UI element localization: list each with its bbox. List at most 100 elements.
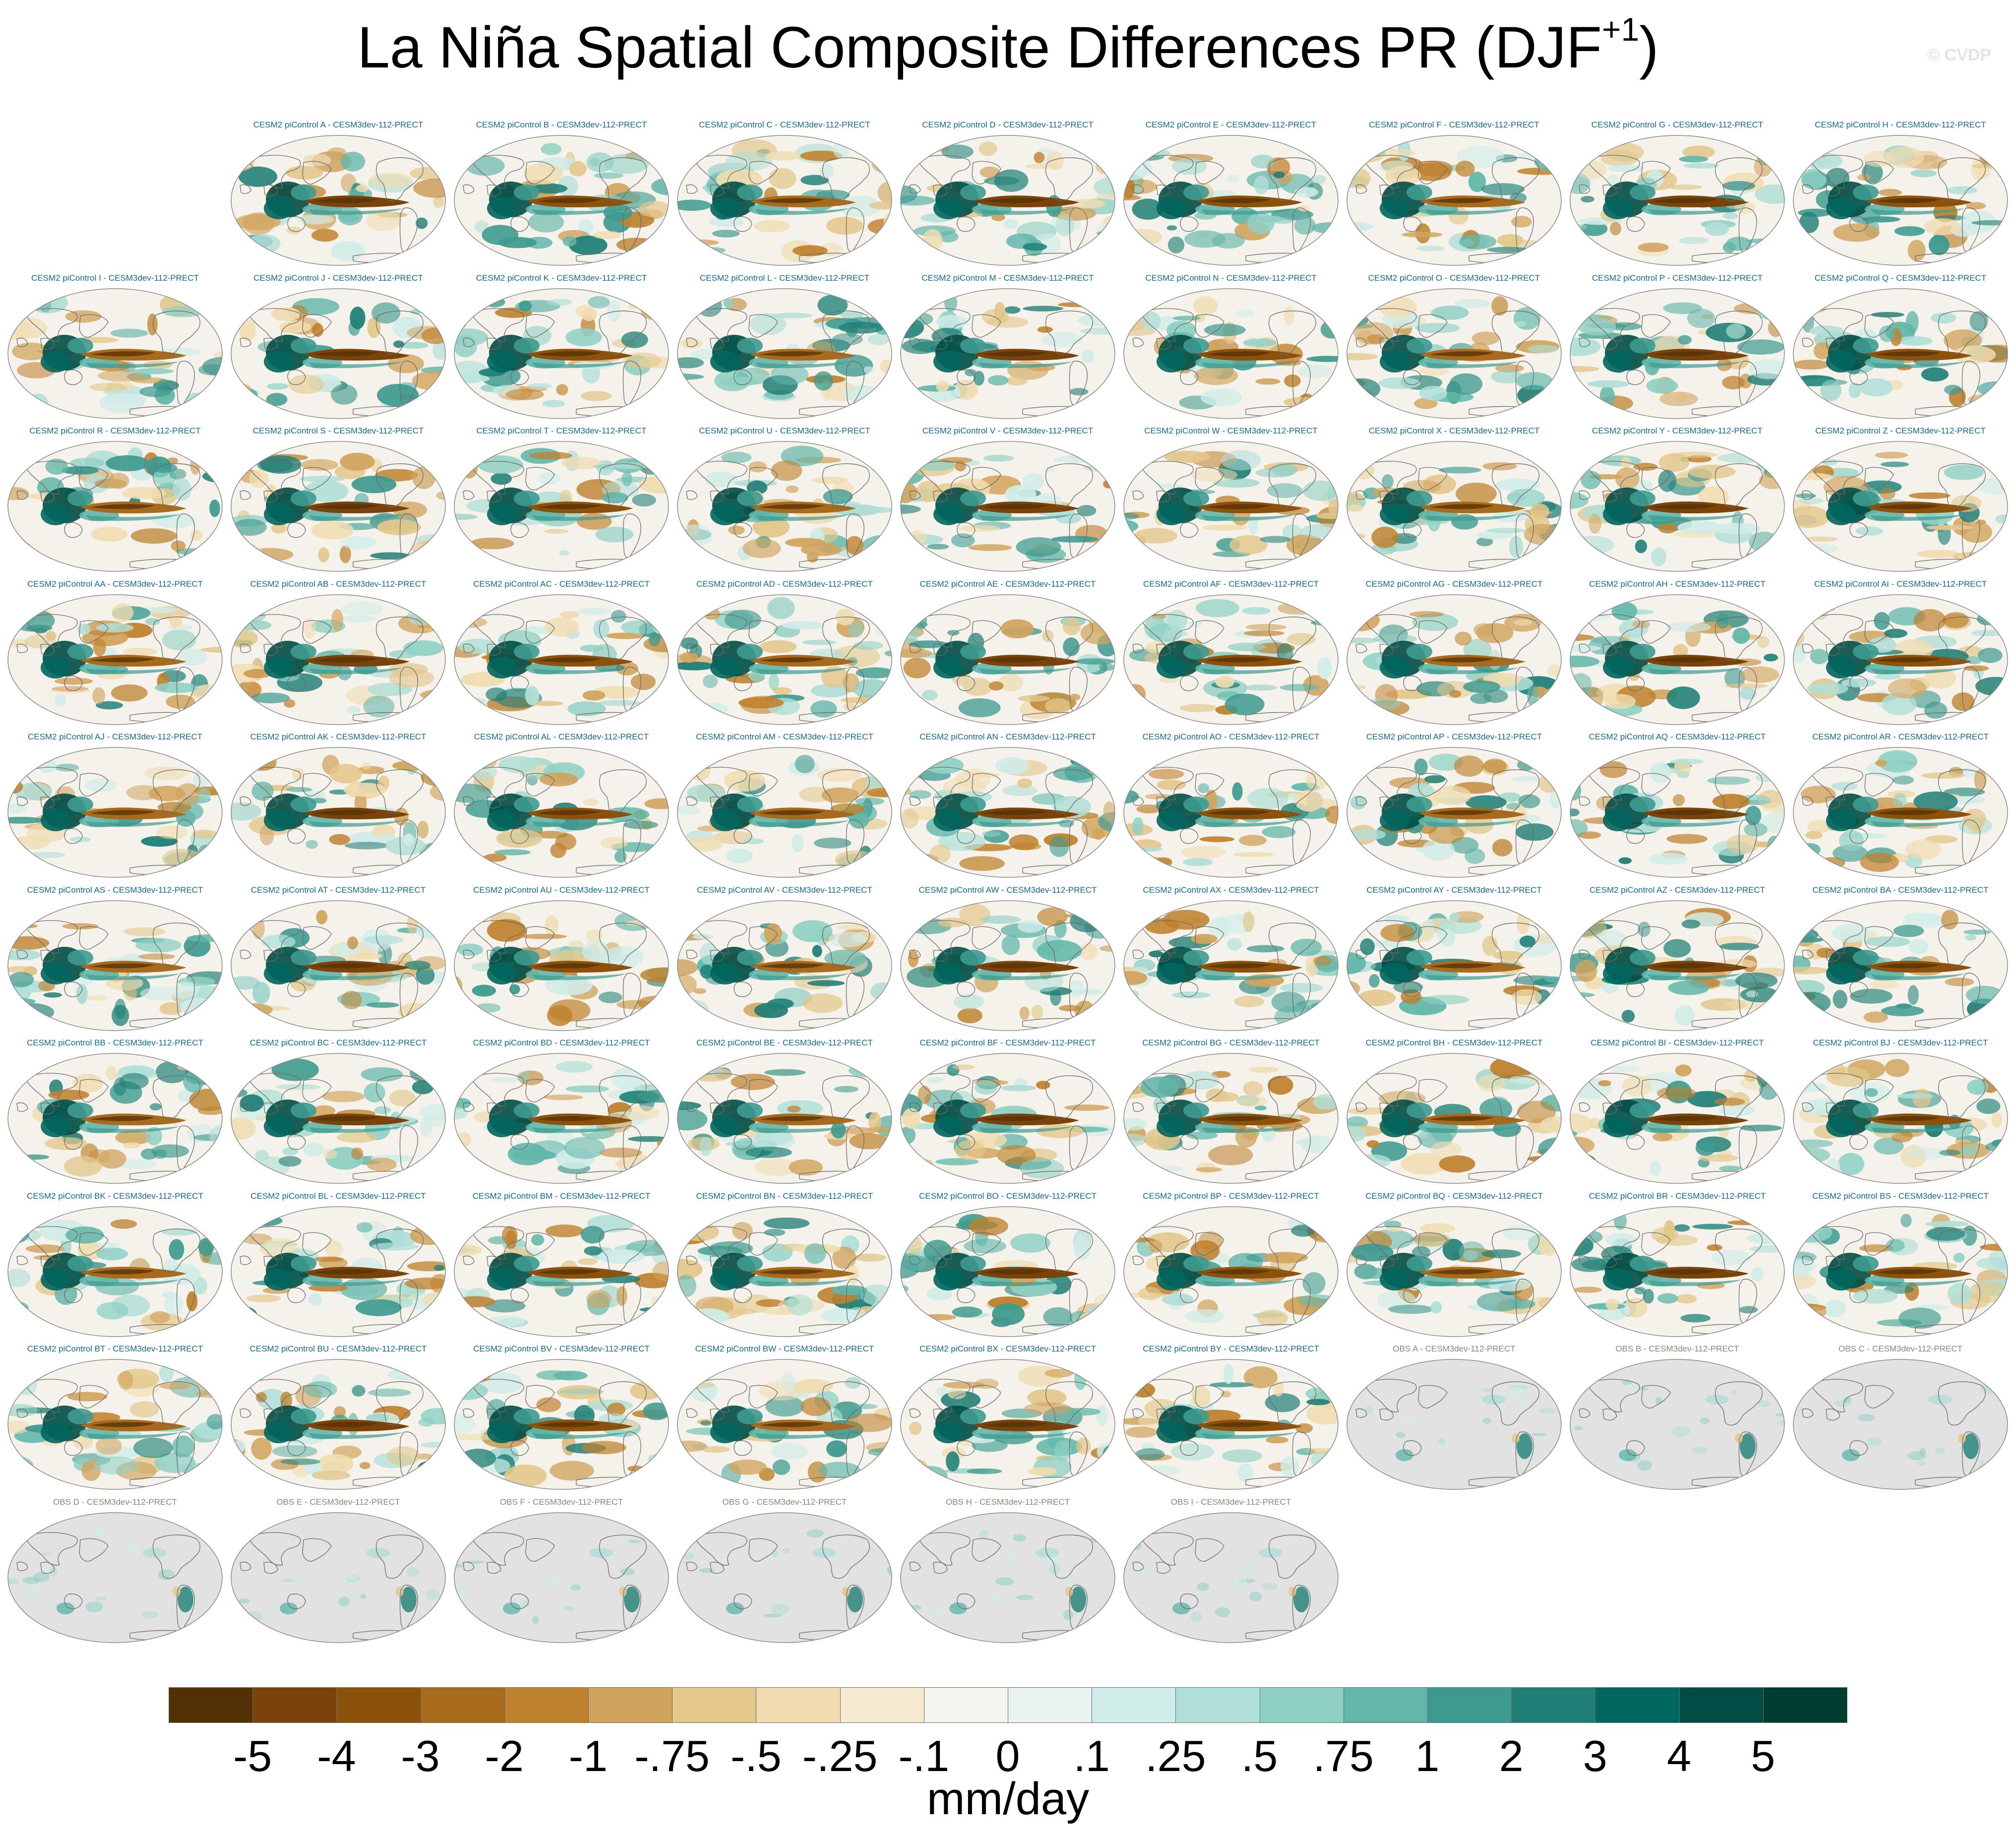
coastlines xyxy=(909,613,1103,723)
global-map xyxy=(1123,1359,1339,1490)
map-panel: CESM2 piControl BO - CESM3dev-112-PRECT xyxy=(899,1191,1117,1340)
map-outline xyxy=(1123,1359,1339,1490)
global-map xyxy=(231,900,446,1031)
panel-label: CESM2 piControl M - CESM3dev-112-PRECT xyxy=(921,273,1094,283)
precip-anomaly-field xyxy=(677,294,892,404)
global-map xyxy=(677,1053,892,1184)
panel-label: CESM2 piControl AJ - CESM3dev-112-PRECT xyxy=(27,732,203,741)
map-outline xyxy=(1793,1206,2008,1337)
map-panel: CESM2 piControl D - CESM3dev-112-PRECT xyxy=(899,120,1117,269)
map-outline xyxy=(1123,900,1339,1031)
map-panel: CESM2 piControl AR - CESM3dev-112-PRECT xyxy=(1791,732,2010,881)
map-background xyxy=(231,1512,445,1643)
map-outline xyxy=(231,1359,446,1490)
map-panel: CESM2 piControl O - CESM3dev-112-PRECT xyxy=(1345,273,1563,422)
precip-anomaly-field xyxy=(8,603,222,709)
map-panel: CESM2 piControl BF - CESM3dev-112-PRECT xyxy=(899,1038,1117,1187)
global-map xyxy=(1346,900,1562,1031)
precip-anomaly-field xyxy=(1570,299,1784,411)
global-map xyxy=(7,747,223,878)
map-panel: CESM2 piControl BK - CESM3dev-112-PRECT xyxy=(6,1191,224,1340)
colorbar-tick-label: -.25 xyxy=(802,1731,878,1780)
precip-anomaly-field xyxy=(1793,449,2008,561)
panel-label: CESM2 piControl H - CESM3dev-112-PRECT xyxy=(1815,120,1986,129)
panel-label: OBS I - CESM3dev-112-PRECT xyxy=(1170,1497,1291,1507)
panel-label: CESM2 piControl BP - CESM3dev-112-PRECT xyxy=(1143,1191,1319,1201)
panel-label: CESM2 piControl AU - CESM3dev-112-PRECT xyxy=(473,885,650,895)
map-panel: CESM2 piControl BL - CESM3dev-112-PRECT xyxy=(229,1191,447,1340)
global-map xyxy=(677,1512,892,1643)
map-panel: CESM2 piControl U - CESM3dev-112-PRECT xyxy=(675,426,894,575)
precip-anomaly-field xyxy=(901,1214,1115,1333)
colorbar-box xyxy=(1343,1687,1428,1723)
panel-label: CESM2 piControl BO - CESM3dev-112-PRECT xyxy=(919,1191,1097,1201)
global-map xyxy=(1793,1053,2008,1184)
map-panel: CESM2 piControl BD - CESM3dev-112-PRECT xyxy=(452,1038,671,1187)
panel-label: CESM2 piControl AD - CESM3dev-112-PRECT xyxy=(696,579,873,589)
map-outline xyxy=(900,1053,1115,1184)
panel-label: CESM2 piControl W - CESM3dev-112-PRECT xyxy=(1144,426,1318,435)
map-outline xyxy=(7,1512,223,1643)
precip-anomaly-field xyxy=(1347,608,1561,716)
precip-anomaly-field xyxy=(231,753,445,864)
global-map xyxy=(7,900,223,1031)
map-panel: CESM2 piControl AJ - CESM3dev-112-PRECT xyxy=(6,732,224,881)
map-panel: OBS I - CESM3dev-112-PRECT xyxy=(1122,1497,1340,1646)
panel-label: CESM2 piControl P - CESM3dev-112-PRECT xyxy=(1591,273,1763,283)
map-panel: CESM2 piControl BN - CESM3dev-112-PRECT xyxy=(675,1191,894,1340)
global-map xyxy=(1346,441,1562,572)
precip-anomaly-field xyxy=(1365,1385,1561,1461)
map-panel: CESM2 piControl M - CESM3dev-112-PRECT xyxy=(899,273,1117,422)
map-outline xyxy=(900,441,1115,572)
colorbar-box xyxy=(1008,1687,1093,1723)
map-outline xyxy=(231,1512,446,1643)
map-outline xyxy=(1123,1206,1339,1337)
panel-label: CESM2 piControl AG - CESM3dev-112-PRECT xyxy=(1365,579,1543,589)
panel-label: CESM2 piControl AA - CESM3dev-112-PRECT xyxy=(27,579,203,589)
map-outline xyxy=(900,900,1115,1031)
map-panel: CESM2 piControl AN - CESM3dev-112-PRECT xyxy=(899,732,1117,881)
map-outline xyxy=(1346,441,1562,572)
map-panel: CESM2 piControl BB - CESM3dev-112-PRECT xyxy=(6,1038,224,1187)
global-map xyxy=(231,1206,446,1337)
precip-anomaly-field xyxy=(1574,1379,1784,1471)
map-panel: CESM2 piControl AC - CESM3dev-112-PRECT xyxy=(452,579,671,728)
panel-label: OBS E - CESM3dev-112-PRECT xyxy=(276,1497,400,1507)
coastlines xyxy=(1355,767,1550,875)
map-outline xyxy=(1346,747,1562,878)
map-outline xyxy=(7,1206,223,1337)
panel-label: CESM2 piControl AE - CESM3dev-112-PRECT xyxy=(919,579,1096,589)
map-outline xyxy=(231,594,446,725)
panel-label: CESM2 piControl BH - CESM3dev-112-PRECT xyxy=(1365,1038,1543,1047)
panel-label: OBS G - CESM3dev-112-PRECT xyxy=(722,1497,847,1507)
global-map xyxy=(1793,1359,2008,1490)
map-outline xyxy=(1570,900,1785,1031)
panel-label: CESM2 piControl AW - CESM3dev-112-PRECT xyxy=(918,885,1097,895)
map-panel: CESM2 piControl BV - CESM3dev-112-PRECT xyxy=(452,1344,671,1493)
global-map xyxy=(1793,1206,2008,1337)
map-panel: CESM2 piControl BP - CESM3dev-112-PRECT xyxy=(1122,1191,1340,1340)
colorbar-tick-label: 5 xyxy=(1751,1731,1775,1780)
colorbar-box xyxy=(840,1687,924,1723)
global-map xyxy=(1123,1206,1339,1337)
map-panel: CESM2 piControl X - CESM3dev-112-PRECT xyxy=(1345,426,1563,575)
panel-label: CESM2 piControl AL - CESM3dev-112-PRECT xyxy=(474,732,649,741)
map-background xyxy=(1570,1359,1784,1489)
panel-label: CESM2 piControl N - CESM3dev-112-PRECT xyxy=(1145,273,1317,283)
panel-label: CESM2 piControl S - CESM3dev-112-PRECT xyxy=(252,426,424,435)
panel-label: CESM2 piControl AC - CESM3dev-112-PRECT xyxy=(473,579,650,589)
map-outline xyxy=(900,747,1115,878)
map-outline xyxy=(1793,441,2008,572)
global-map xyxy=(1570,900,1785,1031)
panel-label: CESM2 piControl Z - CESM3dev-112-PRECT xyxy=(1815,426,1986,435)
panel-label: CESM2 piControl X - CESM3dev-112-PRECT xyxy=(1368,426,1540,435)
map-outline xyxy=(454,1359,669,1490)
precip-anomaly-field xyxy=(910,1529,1099,1621)
map-outline xyxy=(1123,747,1339,878)
global-map xyxy=(677,900,892,1031)
precip-anomaly-field xyxy=(1124,450,1338,564)
map-outline xyxy=(900,288,1115,419)
precip-anomaly-field xyxy=(1793,1386,2000,1471)
map-outline xyxy=(1123,441,1339,572)
global-map xyxy=(1123,288,1339,419)
